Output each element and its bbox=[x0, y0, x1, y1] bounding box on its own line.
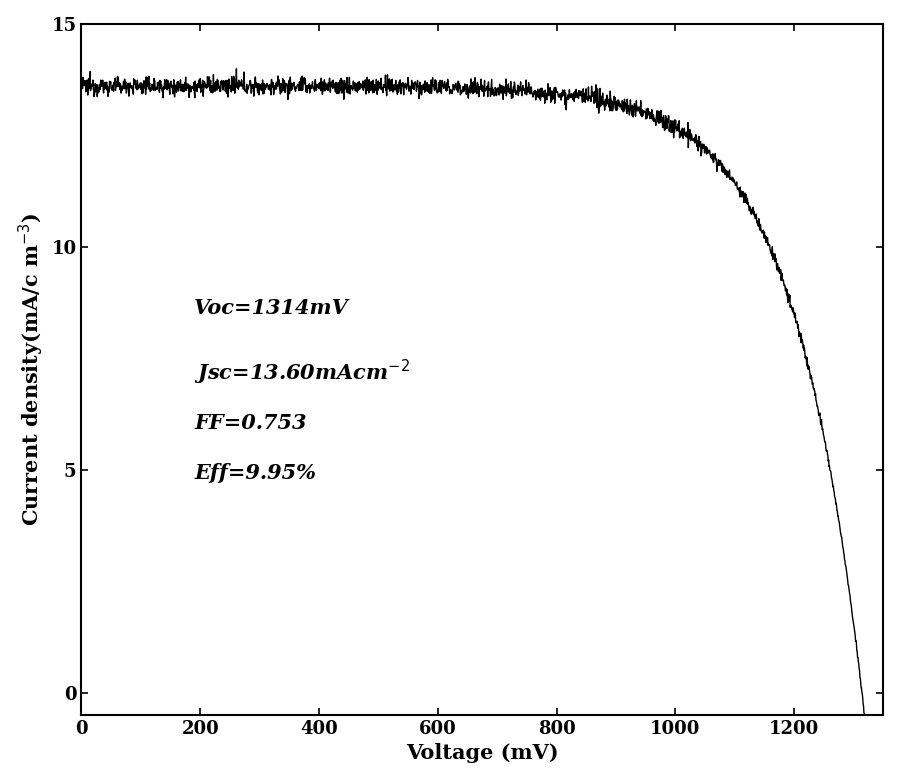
Text: FF=0.753: FF=0.753 bbox=[194, 413, 307, 434]
X-axis label: Voltage (mV): Voltage (mV) bbox=[406, 743, 559, 764]
Text: Eff=9.95%: Eff=9.95% bbox=[194, 463, 316, 483]
Text: Jsc=13.60mAcm$^{-2}$: Jsc=13.60mAcm$^{-2}$ bbox=[194, 358, 410, 387]
Y-axis label: Current density(mA/c m$^{-3}$): Current density(mA/c m$^{-3}$) bbox=[17, 212, 46, 526]
Text: Voc=1314mV: Voc=1314mV bbox=[194, 297, 349, 317]
